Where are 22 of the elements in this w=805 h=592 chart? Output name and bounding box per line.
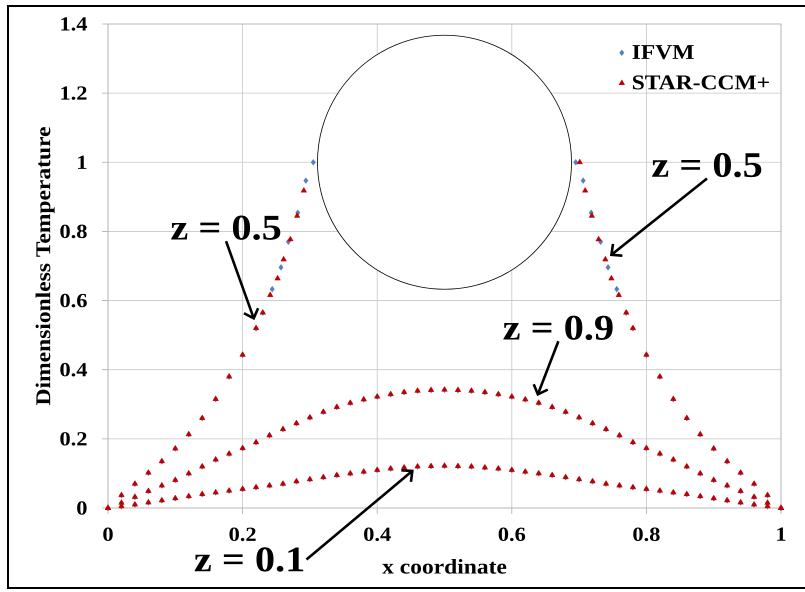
x-tick-label: 0.8 [633, 528, 660, 542]
y-tick-label: 0.8 [60, 224, 87, 238]
y-tick-label: 1 [78, 156, 86, 169]
x-axis-title: x coordinate [382, 558, 506, 574]
y-axis-title: Dimensionless Temperature [36, 127, 55, 406]
legend-label: STAR-CCM+ [632, 75, 769, 90]
legend-label: IFVM [632, 45, 694, 60]
y-tick-label: 0.2 [60, 432, 87, 446]
y-tick-label: 0.4 [60, 362, 88, 377]
x-tick-label: 1 [777, 528, 786, 541]
y-tick-label: 1.4 [61, 17, 88, 31]
annotation: z = 0.5 [652, 152, 762, 178]
y-tick-label: 0.6 [60, 294, 87, 308]
x-tick-label: 0 [103, 528, 113, 542]
x-tick-label: 0.4 [364, 528, 391, 542]
y-tick-label: 0 [77, 501, 87, 515]
annotation: z = 0.9 [503, 316, 613, 340]
annotation: z = 0.5 [171, 216, 280, 240]
annotation: z = 0.1 [194, 547, 304, 572]
x-tick-label: 0.6 [498, 528, 526, 542]
x-tick-label: 0.2 [229, 528, 256, 542]
y-tick-label: 1.2 [61, 86, 87, 100]
